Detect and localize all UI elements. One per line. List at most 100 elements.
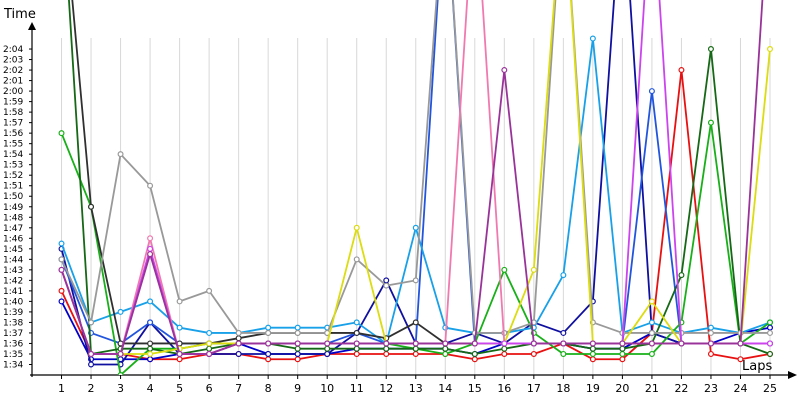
- data-point: [442, 340, 449, 347]
- data-point: [353, 340, 360, 347]
- y-tick-label: 1:34: [3, 360, 23, 370]
- data-point: [648, 319, 655, 326]
- x-tick-label: 2: [88, 382, 95, 395]
- data-point: [737, 356, 744, 363]
- data-point: [648, 340, 655, 347]
- x-tick-label: 5: [176, 382, 183, 395]
- data-point: [412, 319, 419, 326]
- data-point: [206, 329, 213, 336]
- y-tick-label: 2:03: [3, 56, 23, 66]
- series-12: [58, 0, 764, 357]
- y-tick-label: 1:41: [3, 287, 23, 297]
- y-tick-label: 1:45: [3, 245, 23, 255]
- data-point: [471, 340, 478, 347]
- x-tick-label: 7: [235, 382, 242, 395]
- data-point: [619, 340, 626, 347]
- series-layer: [58, 0, 773, 375]
- data-point: [707, 46, 714, 53]
- data-point: [117, 151, 124, 158]
- data-point: [235, 335, 242, 342]
- y-tick-label: 1:54: [3, 150, 23, 160]
- data-point: [206, 350, 213, 357]
- x-tick-label: 11: [350, 382, 364, 395]
- data-point: [117, 372, 124, 375]
- x-tick-label: 9: [294, 382, 301, 395]
- data-point: [58, 130, 65, 137]
- series-6: [68, 0, 773, 357]
- data-point: [324, 350, 331, 357]
- data-point: [294, 350, 301, 357]
- data-point: [58, 266, 65, 273]
- data-point: [353, 256, 360, 263]
- x-tick-label: 4: [147, 382, 154, 395]
- data-point: [58, 240, 65, 247]
- data-point: [265, 324, 272, 331]
- data-point: [619, 356, 626, 363]
- y-tick-label: 1:37: [3, 329, 23, 339]
- x-tick-label: 3: [117, 382, 124, 395]
- axis-layer: 1:341:351:361:371:381:391:401:411:421:43…: [3, 22, 797, 395]
- data-point: [383, 282, 390, 289]
- data-point: [88, 319, 95, 326]
- y-tick-label: 1:43: [3, 266, 23, 276]
- x-tick-label: 10: [320, 382, 334, 395]
- x-tick-label: 1: [58, 382, 65, 395]
- data-point: [147, 235, 154, 242]
- data-point: [176, 350, 183, 357]
- data-point: [235, 329, 242, 336]
- data-point: [560, 340, 567, 347]
- data-point: [412, 350, 419, 357]
- data-point: [412, 224, 419, 231]
- data-point: [766, 46, 773, 53]
- data-point: [530, 266, 537, 273]
- data-point: [294, 340, 301, 347]
- data-point: [265, 350, 272, 357]
- data-point: [589, 345, 596, 352]
- data-point: [147, 340, 154, 347]
- data-point: [176, 324, 183, 331]
- data-point: [766, 350, 773, 357]
- y-tick-label: 2:04: [3, 45, 23, 55]
- series-7: [71, 0, 773, 347]
- data-point: [353, 319, 360, 326]
- y-tick-label: 1:53: [3, 161, 23, 171]
- data-point: [678, 272, 685, 279]
- data-point: [58, 298, 65, 305]
- data-point: [412, 340, 419, 347]
- y-tick-label: 1:39: [3, 308, 23, 318]
- x-axis-title: Laps: [742, 359, 772, 374]
- y-tick-label: 1:57: [3, 119, 23, 129]
- data-point: [58, 256, 65, 263]
- y-tick-label: 1:58: [3, 108, 23, 118]
- data-point: [648, 298, 655, 305]
- x-tick-label: 12: [379, 382, 393, 395]
- data-point: [619, 350, 626, 357]
- data-point: [206, 345, 213, 352]
- data-point: [589, 350, 596, 357]
- data-point: [530, 350, 537, 357]
- data-point: [353, 350, 360, 357]
- y-tick-label: 1:59: [3, 98, 23, 108]
- data-point: [737, 340, 744, 347]
- data-point: [324, 340, 331, 347]
- x-tick-label: 16: [497, 382, 511, 395]
- data-point: [353, 345, 360, 352]
- data-point: [560, 272, 567, 279]
- y-tick-label: 1:56: [3, 129, 23, 139]
- x-axis-arrow: [788, 371, 797, 379]
- data-point: [235, 350, 242, 357]
- data-point: [117, 308, 124, 315]
- data-point: [501, 345, 508, 352]
- data-point: [442, 345, 449, 352]
- x-tick-label: 14: [438, 382, 452, 395]
- data-point: [383, 340, 390, 347]
- data-point: [766, 319, 773, 326]
- x-tick-label: 6: [206, 382, 213, 395]
- data-point: [707, 350, 714, 357]
- x-tick-label: 15: [468, 382, 482, 395]
- data-point: [88, 361, 95, 368]
- data-point: [353, 329, 360, 336]
- data-point: [766, 329, 773, 336]
